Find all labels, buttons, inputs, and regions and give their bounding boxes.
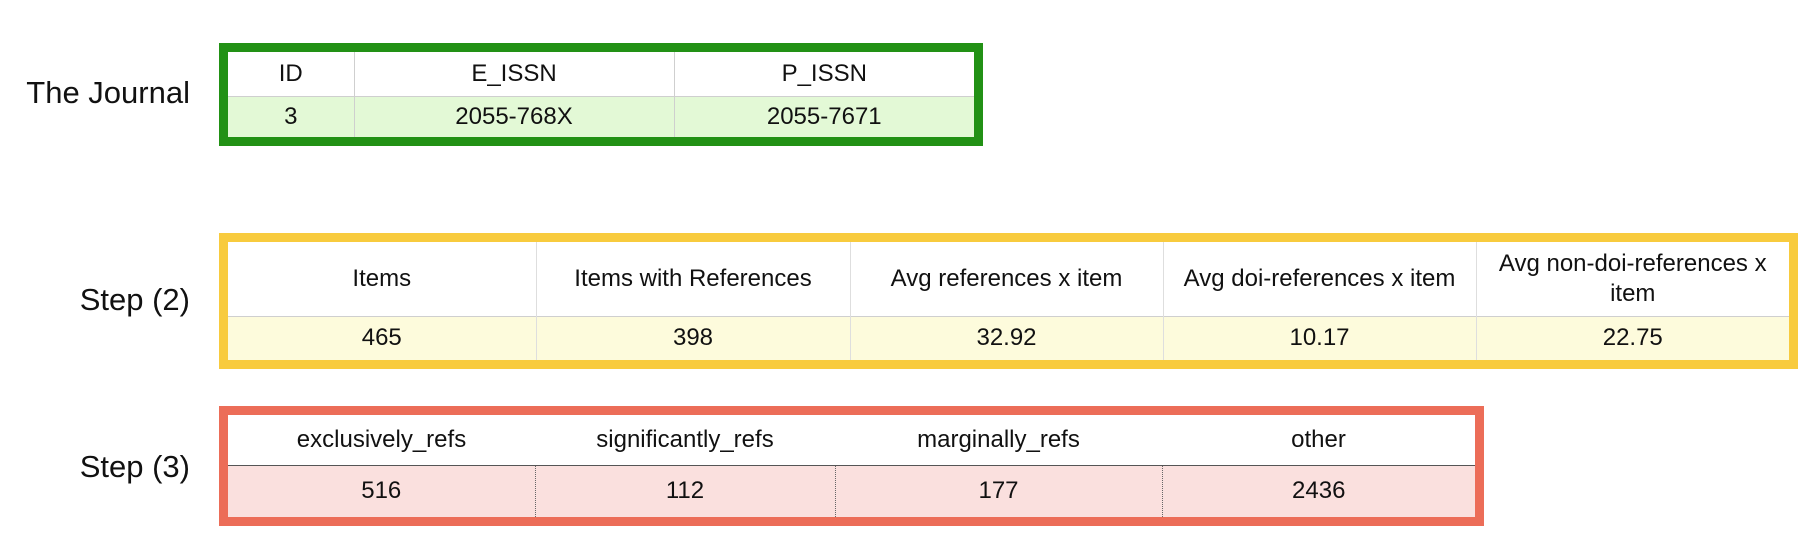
step2-table: Items Items with References Avg referenc…	[228, 242, 1789, 360]
value-cell: 3	[228, 96, 355, 137]
value-cell: 32.92	[850, 316, 1164, 360]
header-cell: ID	[228, 52, 355, 96]
value-cell: 112	[535, 465, 836, 517]
header-cell: exclusively_refs	[296, 425, 467, 453]
table-header-row: exclusively_refs significantly_refs marg…	[228, 415, 1475, 465]
journal-table: ID E_ISSN P_ISSN 3 2055-768X 2055-7671	[228, 52, 974, 137]
value-cell: 2055-7671	[766, 102, 882, 130]
value-cell: 10.17	[1163, 316, 1477, 360]
step2-label: Step (2)	[79, 282, 190, 317]
header-cell: Items	[228, 242, 537, 316]
value-cell: 2436	[1292, 477, 1346, 505]
table-header-row: ID E_ISSN P_ISSN	[228, 52, 974, 96]
header-cell: marginally_refs	[917, 425, 1080, 453]
header-cell: Avg references x item	[850, 242, 1164, 316]
header-cell: P_ISSN	[781, 59, 867, 87]
table-row: 516 112 177 2436	[228, 465, 1475, 517]
table-row: 3 2055-768X 2055-7671	[228, 96, 974, 137]
header-cell: Avg doi-references x item	[1163, 242, 1477, 316]
header-cell: Avg non-doi-references x item	[1498, 249, 1767, 307]
header-cell: other	[1291, 425, 1346, 453]
value-cell: 465	[228, 316, 537, 360]
step3-label: Step (3)	[79, 449, 190, 484]
value-cell: 177	[835, 465, 1163, 517]
header-cell: significantly_refs	[596, 425, 774, 453]
step3-table: exclusively_refs significantly_refs marg…	[228, 415, 1475, 517]
value-cell: 516	[228, 465, 536, 517]
step2-table-box: Items Items with References Avg referenc…	[219, 233, 1798, 369]
header-cell: E_ISSN	[354, 52, 675, 96]
value-cell: 398	[536, 316, 851, 360]
value-cell: 2055-768X	[354, 96, 675, 137]
step3-table-box: exclusively_refs significantly_refs marg…	[219, 406, 1484, 526]
value-cell: 22.75	[1602, 324, 1663, 352]
table-row: 465 398 32.92 10.17 22.75	[228, 316, 1789, 360]
journal-table-box: ID E_ISSN P_ISSN 3 2055-768X 2055-7671	[219, 43, 983, 146]
journal-label: The Journal	[26, 75, 190, 110]
header-cell: Items with References	[536, 242, 851, 316]
table-header-row: Items Items with References Avg referenc…	[228, 242, 1789, 316]
